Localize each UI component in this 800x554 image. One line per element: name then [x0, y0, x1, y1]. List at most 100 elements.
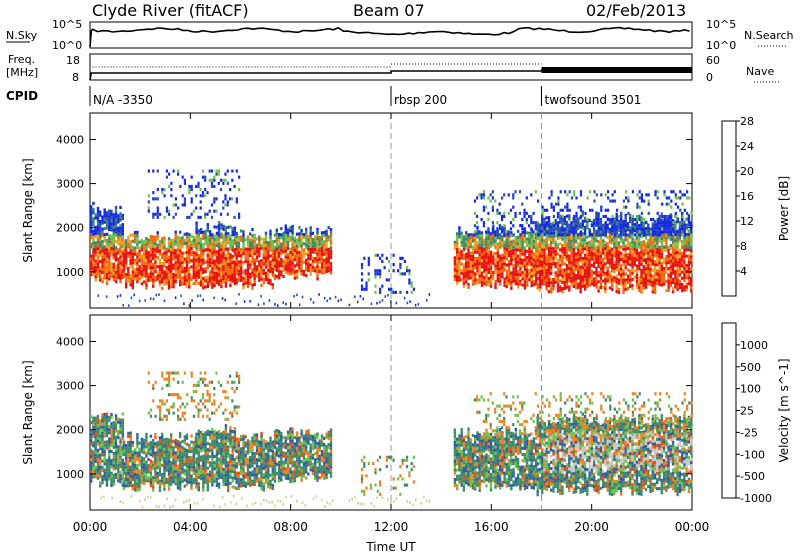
echo-cell: [532, 233, 535, 237]
echo-cell: [507, 272, 511, 276]
echo-cell: [656, 272, 659, 276]
echo-cell: [474, 263, 477, 267]
echo-cell: [217, 245, 221, 249]
echo-cell: [581, 241, 584, 245]
nave-dense-block: [541, 67, 692, 73]
echo-cell: [597, 233, 601, 237]
echo-cell: [579, 222, 582, 226]
echo-cell: [536, 277, 539, 281]
echo-cell: [653, 232, 657, 236]
echo-cell: [674, 242, 677, 246]
echo-cell: [217, 221, 221, 225]
echo-cell: [636, 214, 639, 218]
echo-cell: [192, 251, 195, 255]
echo-cell: [633, 223, 636, 227]
echo-cell: [500, 230, 504, 234]
echo-cell: [683, 288, 686, 292]
echo-cell: [606, 242, 609, 246]
echo-cell: [635, 242, 639, 246]
echo-cell: [498, 233, 502, 237]
echo-cell: [608, 233, 612, 237]
echo-cell: [117, 436, 120, 440]
echo-cell: [302, 233, 306, 237]
echo-cell: [631, 221, 634, 225]
echo-cell: [498, 257, 502, 261]
echo-cell: [300, 253, 303, 257]
echo-cell: [145, 261, 148, 265]
echo-cell: [485, 277, 488, 281]
echo-cell: [149, 481, 153, 485]
echo-cell: [145, 286, 148, 290]
echo-cell: [229, 265, 232, 269]
echo-cell: [190, 249, 193, 253]
echo-cell: [642, 255, 645, 259]
echo-cell: [293, 276, 297, 280]
echo-cell: [237, 248, 241, 252]
echo-cell: [615, 240, 618, 244]
echo-cell: [568, 226, 571, 230]
echo-cell: [568, 273, 571, 277]
echo-cell: [458, 247, 461, 251]
echo-cell: [662, 282, 666, 286]
echo-cell: [231, 273, 234, 277]
echo-cell: [99, 269, 102, 273]
echo-cell: [563, 287, 566, 291]
echo-cell: [679, 233, 682, 237]
echo-cell: [521, 202, 524, 206]
echo-cell: [683, 239, 686, 243]
echo-cell: [222, 178, 225, 182]
echo-cell: [638, 267, 641, 271]
echo-cell: [600, 205, 603, 209]
echo-cell: [105, 279, 109, 283]
echo-cell: [260, 265, 263, 269]
echo-cell: [246, 257, 250, 261]
echo-cell: [277, 276, 281, 280]
echo-cell: [678, 230, 682, 234]
echo-cell: [644, 285, 648, 289]
echo-cell: [258, 260, 261, 264]
echo-cell: [121, 430, 124, 434]
echo-cell: [559, 226, 562, 230]
echo-cell: [269, 229, 272, 233]
echo-cell: [671, 268, 675, 272]
echo-cell: [583, 235, 587, 239]
echo-cell: [267, 259, 270, 263]
echo-cell: [626, 280, 630, 284]
echo-cell: [101, 416, 104, 420]
echo-cell: [512, 196, 515, 200]
echo-cell: [581, 256, 584, 260]
echo-cell: [92, 201, 95, 205]
echo-cell: [253, 233, 256, 237]
echo-cell: [583, 287, 587, 291]
echo-cell: [282, 234, 285, 238]
echo-cell: [240, 238, 243, 242]
echo-cell: [597, 224, 600, 228]
echo-cell: [158, 470, 162, 474]
echo-cell: [651, 247, 654, 251]
echo-cell: [119, 233, 122, 237]
echo-cell: [323, 268, 326, 272]
echo-cell: [300, 263, 303, 267]
echo-cell: [138, 478, 141, 482]
echo-cell: [467, 264, 470, 268]
echo-cell: [572, 226, 575, 230]
echo-cell: [163, 475, 166, 479]
echo-cell: [635, 245, 639, 249]
echo-cell: [671, 271, 675, 275]
echo-cell: [595, 223, 598, 227]
echo-cell: [117, 457, 120, 461]
echo-cell: [507, 266, 511, 270]
echo-cell: [302, 254, 306, 258]
echo-cell: [170, 476, 173, 480]
echo-cell: [163, 487, 166, 491]
echo-cell: [494, 230, 497, 234]
echo-cell: [530, 262, 533, 266]
echo-cell: [144, 299, 146, 302]
echo-cell: [676, 275, 679, 279]
echo-cell: [379, 300, 381, 304]
echo-cell: [305, 252, 308, 256]
echo-cell: [674, 236, 677, 240]
echo-cell: [658, 276, 661, 280]
echo-cell: [482, 190, 485, 194]
echo-region-4: [275, 224, 333, 281]
